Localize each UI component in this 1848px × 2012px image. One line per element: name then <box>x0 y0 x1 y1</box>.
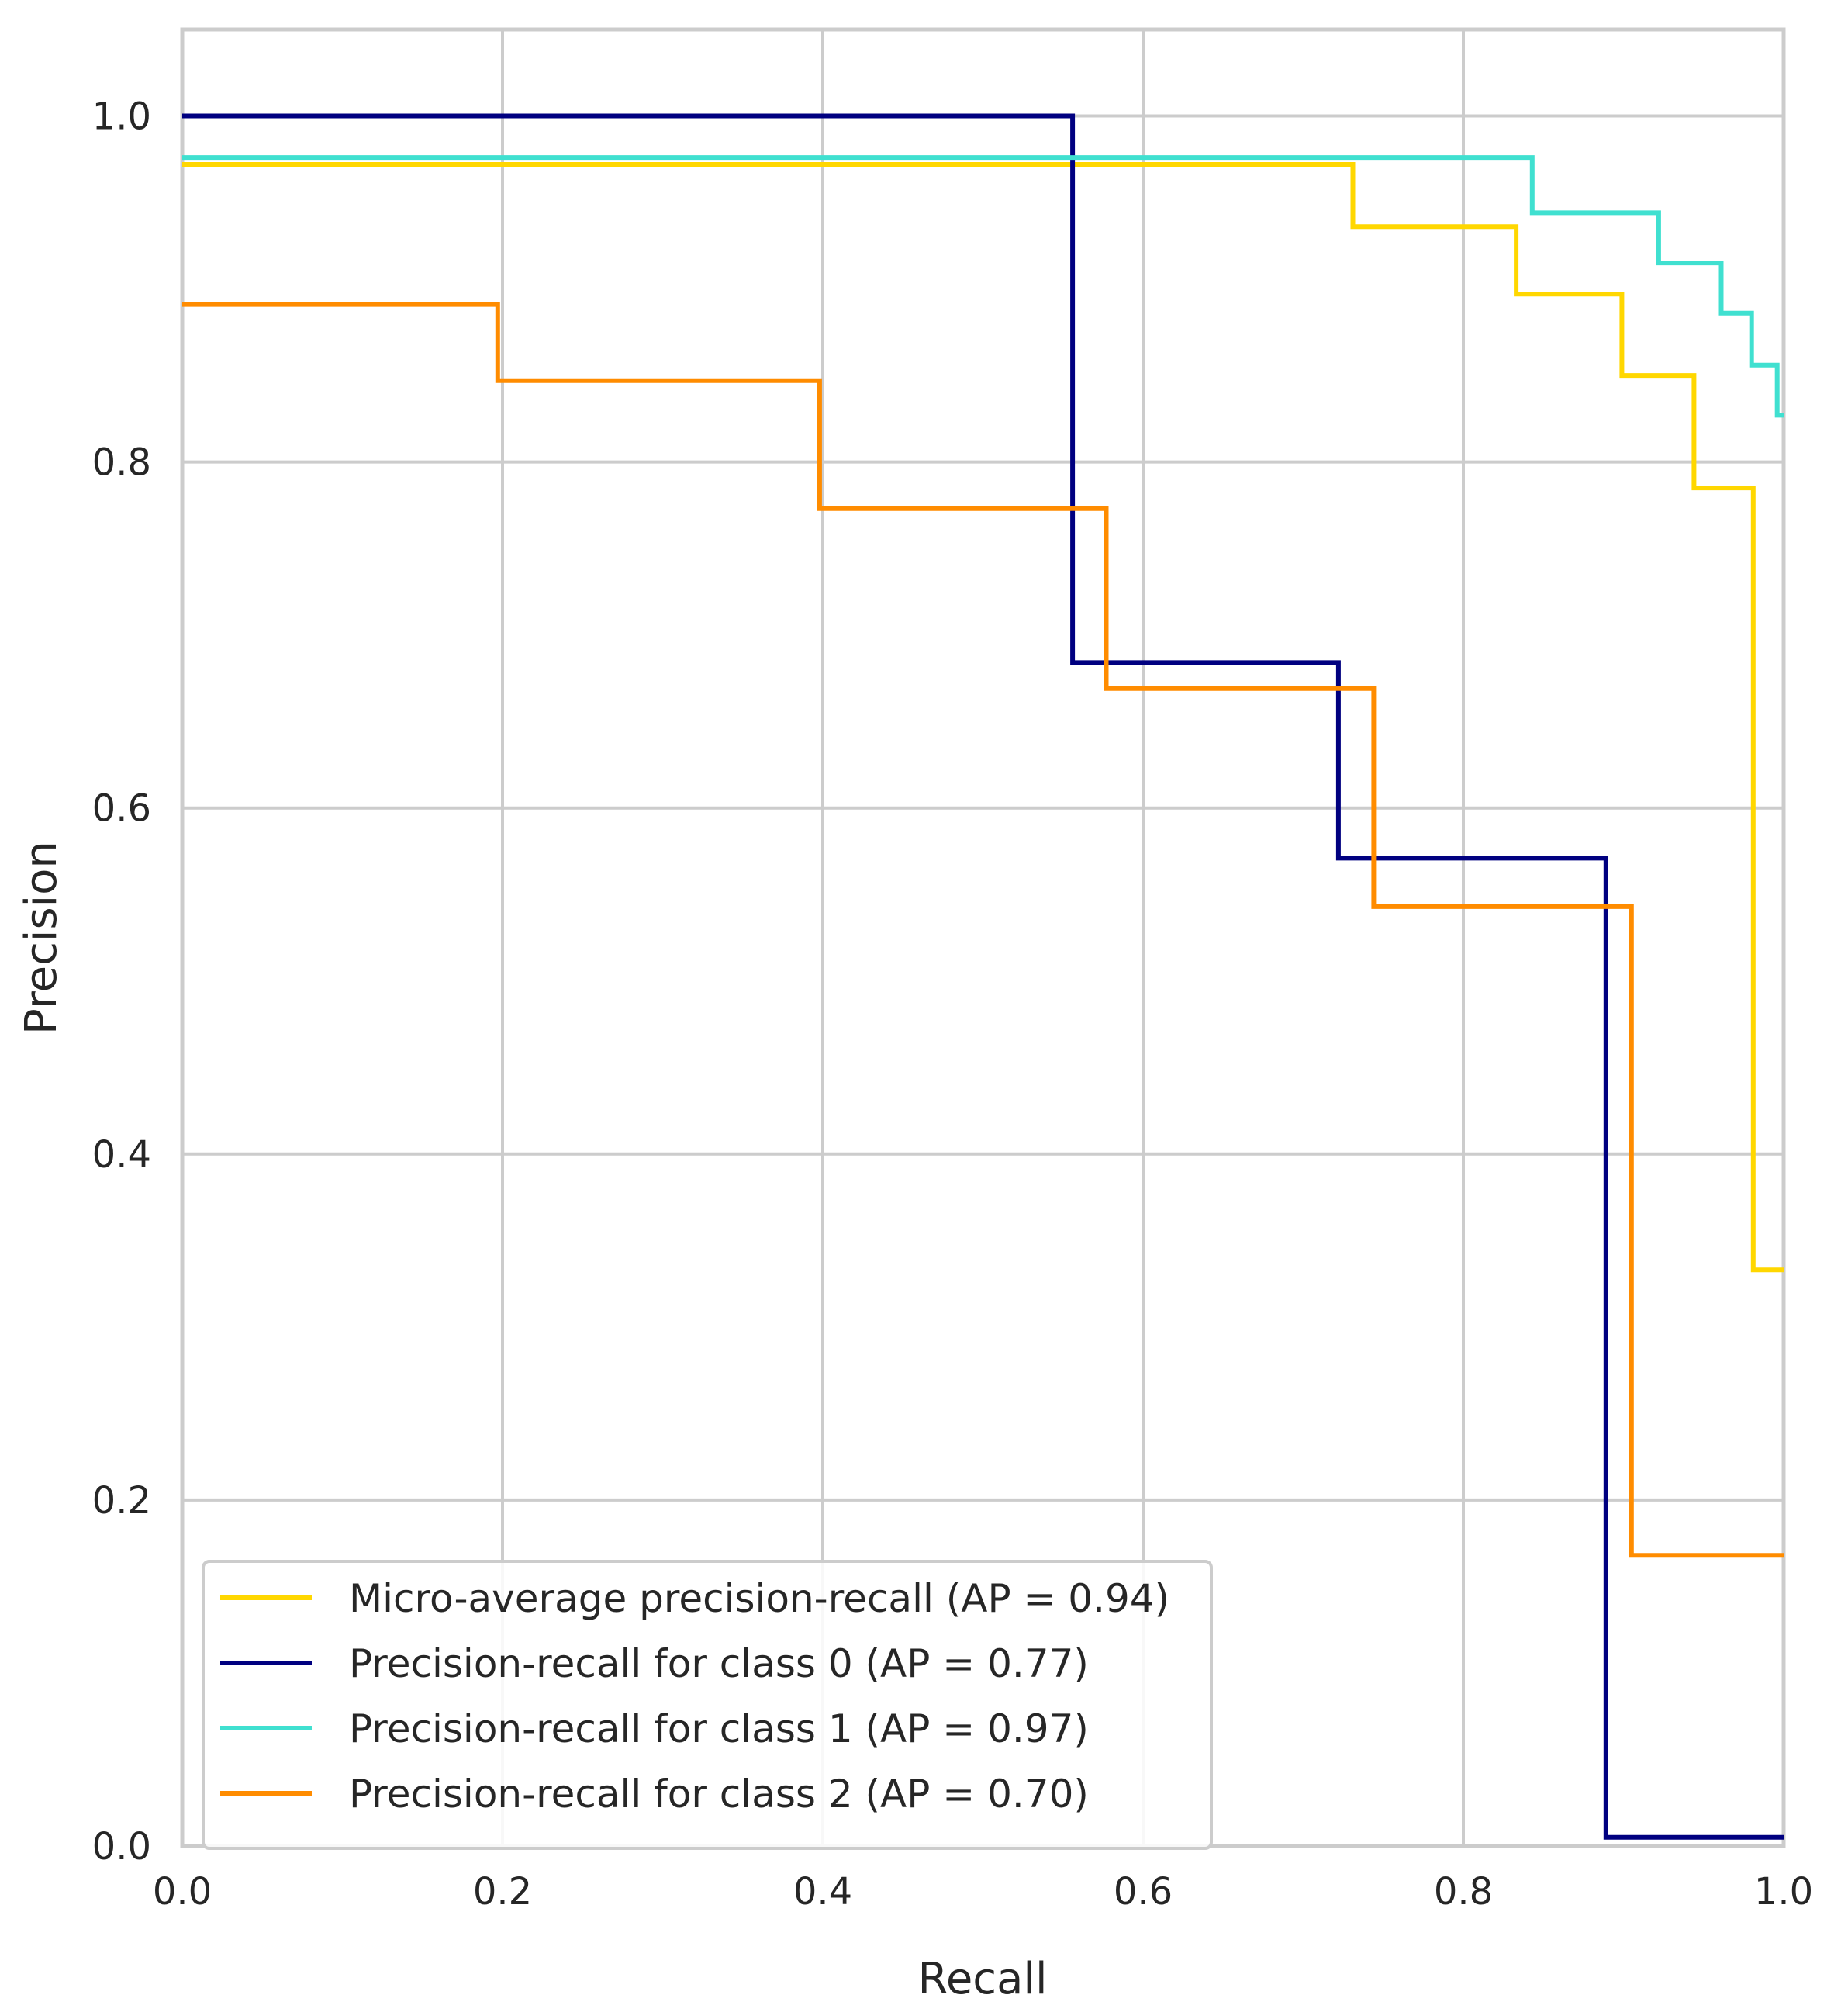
x-tick-label: 0.6 <box>1114 1870 1173 1913</box>
legend-entry-2: Precision-recall for class 1 (AP = 0.97) <box>349 1706 1089 1751</box>
legend-box <box>202 1560 1213 1850</box>
series-line-3 <box>182 302 1784 1558</box>
x-tick-label: 0.4 <box>793 1870 852 1913</box>
x-tick-label: 1.0 <box>1754 1870 1813 1913</box>
legend-entry-3: Precision-recall for class 2 (AP = 0.70) <box>349 1772 1089 1817</box>
series-line-1 <box>182 113 1784 1840</box>
x-tick-label: 0.8 <box>1434 1870 1493 1913</box>
y-tick-label: 0.0 <box>92 1825 151 1869</box>
legend-entry-0: Micro-average precision-recall (AP = 0.9… <box>349 1576 1169 1621</box>
y-tick-label: 0.2 <box>92 1479 151 1523</box>
x-tick-label: 0.2 <box>473 1870 532 1913</box>
y-tick-label: 0.4 <box>92 1133 151 1177</box>
legend: Micro-average precision-recall (AP = 0.9… <box>202 1560 1213 1850</box>
series-line-0 <box>182 162 1784 1273</box>
x-tick-labels: 0.0 0.2 0.4 0.6 0.8 1.0 <box>153 1870 1813 1913</box>
series-line-2 <box>182 155 1784 418</box>
y-tick-label: 1.0 <box>92 95 151 139</box>
x-axis-label: Recall <box>917 1954 1047 2004</box>
x-tick-label: 0.0 <box>153 1870 212 1913</box>
y-tick-label: 0.6 <box>92 787 151 831</box>
legend-entry-1: Precision-recall for class 0 (AP = 0.77) <box>349 1641 1089 1686</box>
y-tick-label: 0.8 <box>92 441 151 485</box>
y-axis-label: Precision <box>16 841 67 1035</box>
y-tick-labels: 0.0 0.2 0.4 0.6 0.8 1.0 <box>92 95 151 1869</box>
series-layer <box>182 113 1784 1840</box>
